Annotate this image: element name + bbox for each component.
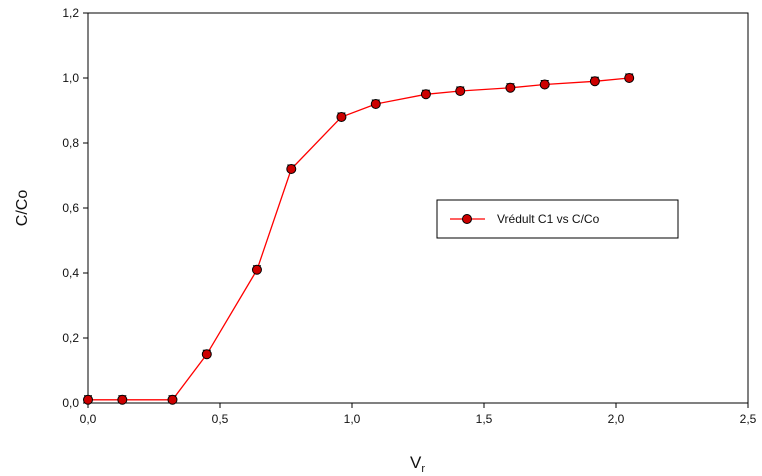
y-axis: 0,0 0,2 0,4 0,6 0,8 1,0 1,2 [62,6,88,410]
legend: Vrédult C1 vs C/Co [436,199,679,239]
y-tick-label: 1,2 [62,6,79,20]
x-axis: 0,0 0,5 1,0 1,5 2,0 2,5 [80,403,757,426]
y-tick-label: 0,8 [62,136,79,150]
x-tick-label: 1,0 [344,412,361,426]
legend-label: Vrédult C1 vs C/Co [497,212,600,226]
y-tick-label: 0,0 [62,396,79,410]
data-point [251,264,262,275]
series-line [88,77,630,401]
y-tick-label: 0,6 [62,201,79,215]
data-point [505,82,516,93]
y-axis-title: C/Co [14,190,31,227]
x-axis-title: Vr [410,453,425,475]
data-point [167,394,178,405]
series-layer [83,73,635,405]
x-tick-label: 0,5 [212,412,229,426]
data-point [201,349,212,360]
data-point [286,164,297,174]
x-tick-label: 1,5 [476,412,493,426]
y-tick-label: 0,4 [62,266,79,280]
data-point [83,394,93,405]
data-point [589,76,600,87]
x-tick-label: 2,0 [608,412,625,426]
y-tick-label: 0,2 [62,331,79,345]
x-tick-label: 0,0 [80,412,97,426]
data-point [539,79,550,90]
data-point [455,86,466,96]
data-point [624,73,635,83]
y-tick-label: 1,0 [62,71,79,85]
data-point [420,89,431,100]
legend-marker [462,214,472,224]
data-point [117,394,128,405]
data-point [336,112,347,122]
x-tick-label: 2,5 [740,412,757,426]
data-point [370,99,381,109]
